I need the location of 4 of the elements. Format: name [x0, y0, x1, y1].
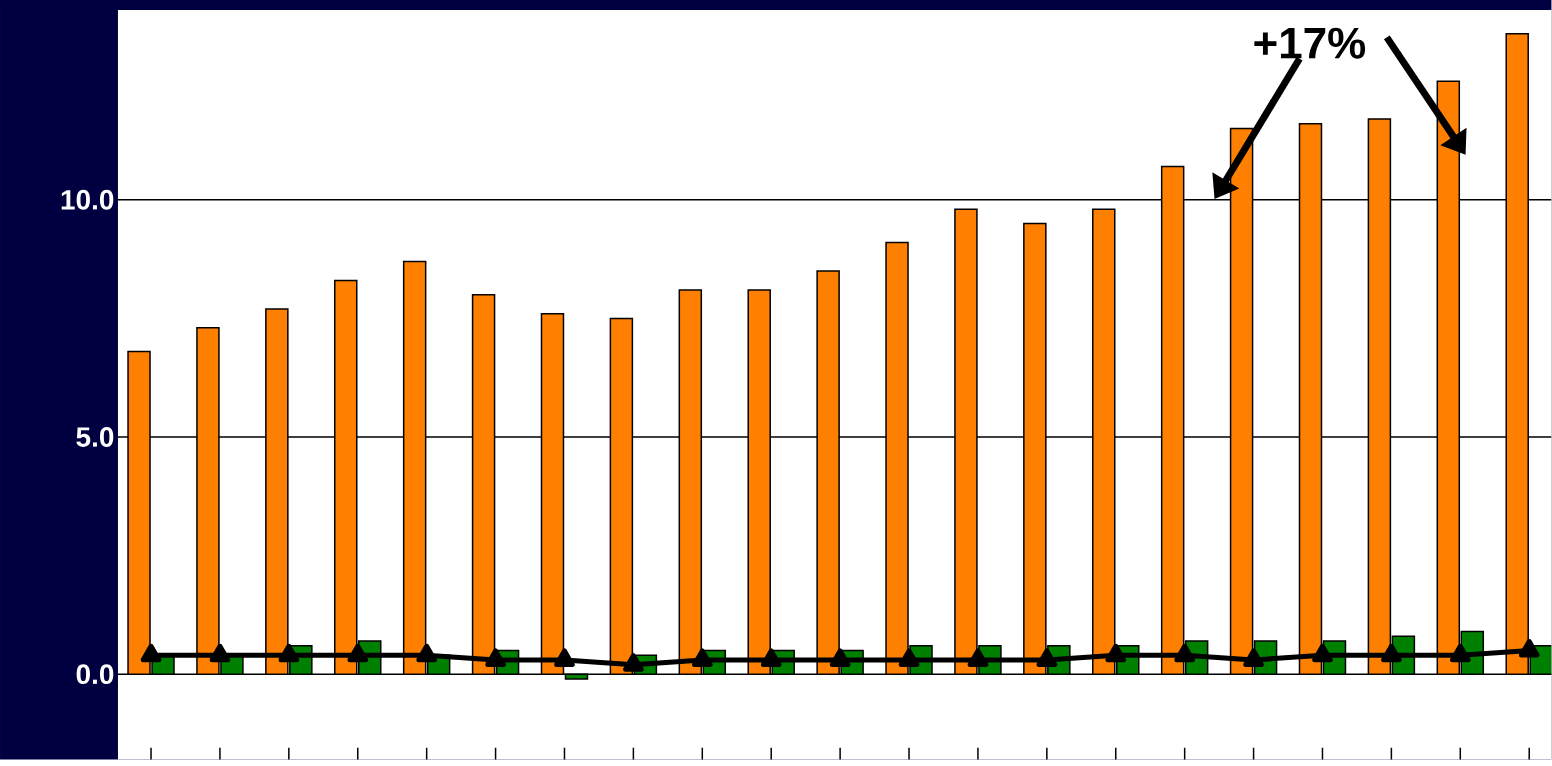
- y-tick-label: 0.0: [76, 664, 114, 684]
- y-tick-label: 5.0: [76, 426, 114, 447]
- annotation: +17%: [1254, 27, 1366, 59]
- y-tick-label: 10.0: [61, 189, 114, 210]
